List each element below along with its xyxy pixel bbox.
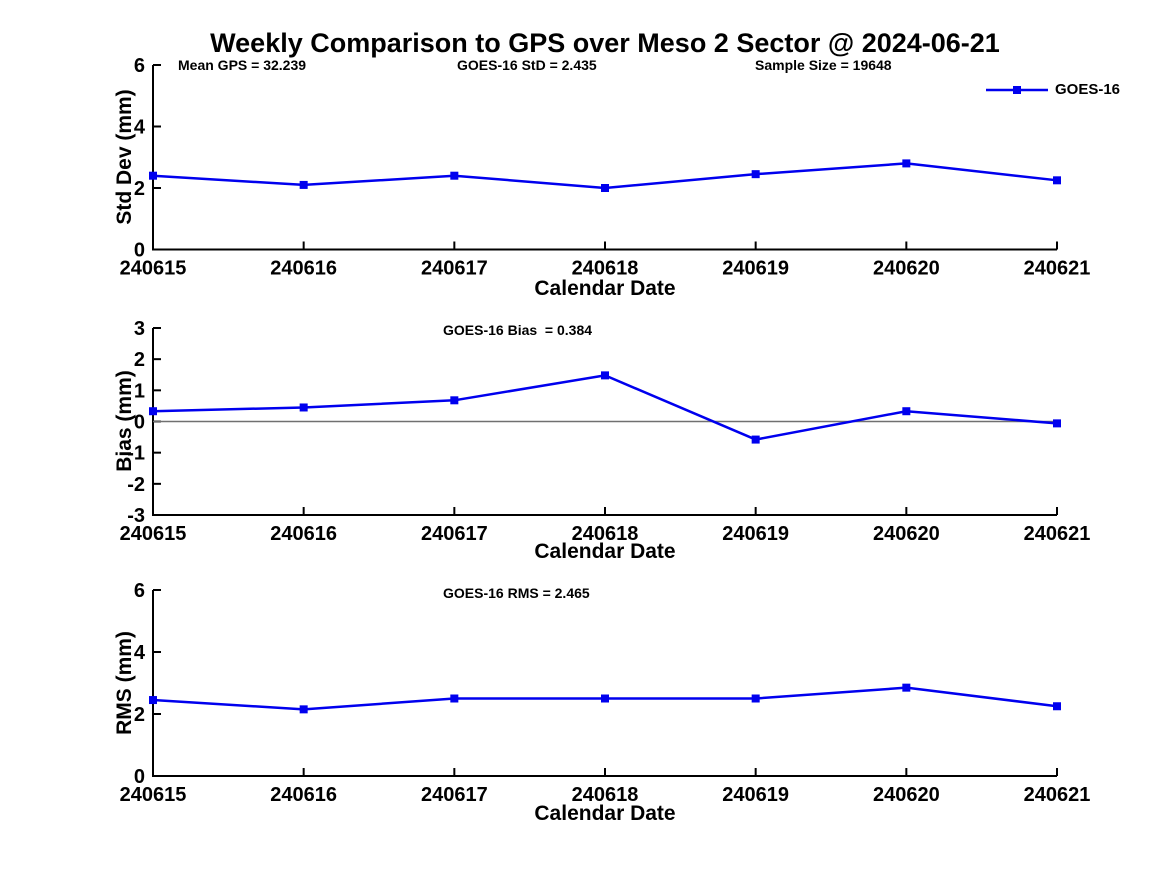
data-point-marker <box>1053 702 1061 711</box>
data-point-marker <box>751 170 760 179</box>
x-tick-label: 240616 <box>270 523 337 545</box>
subplot-3: 0 2 4 6 240615 240616 240617 240618 240619 240620… <box>120 580 1091 806</box>
data-point-marker <box>1053 176 1061 185</box>
annotation-mean-gps: Mean GPS = 32.239 <box>178 57 307 73</box>
x-tick-label: 240618 <box>572 523 639 545</box>
data-point-marker <box>1053 419 1061 428</box>
y-tick-label: 4 <box>134 642 146 664</box>
data-point-marker <box>450 694 459 703</box>
data-point-marker <box>299 403 308 412</box>
data-point-marker <box>601 184 609 192</box>
x-tick-label: 240616 <box>270 258 337 280</box>
annotation-goes16-std: GOES-16 StD = 2.435 <box>457 57 597 73</box>
data-point-marker <box>299 180 308 189</box>
data-point-marker <box>149 407 157 416</box>
xlabel-calendar-date-3: Calendar Date <box>534 802 676 825</box>
series-line <box>152 374 1058 441</box>
data-point-marker <box>751 435 760 444</box>
subplot-1: 0 2 4 6 240615 240616 240617 240618 240619 240620… <box>120 55 1091 280</box>
data-point-marker <box>751 694 760 703</box>
x-tick-label: 240620 <box>873 523 940 545</box>
x-tick-label: 240618 <box>572 784 639 806</box>
x-tick-label: 240615 <box>120 784 187 806</box>
x-tick-label: 240618 <box>572 258 639 280</box>
data-point-marker <box>450 396 459 405</box>
x-tick-label: 240621 <box>1024 258 1091 280</box>
x-tick-label: 240620 <box>873 258 940 280</box>
annotation-goes16-rms: GOES-16 RMS = 2.465 <box>443 585 590 601</box>
xlabel-calendar-date-1: Calendar Date <box>534 277 676 300</box>
y-tick-label: 3 <box>134 318 145 340</box>
xlabel-calendar-date-2: Calendar Date <box>534 540 676 563</box>
legend-line-marker-icon <box>986 85 1048 94</box>
ylabel-std-dev: Std Dev (mm) <box>113 89 136 225</box>
data-point-marker <box>299 705 308 714</box>
data-point-marker <box>902 159 911 168</box>
x-tick-label: 240617 <box>421 523 488 545</box>
annotation-sample-size: Sample Size = 19648 <box>755 57 892 73</box>
x-tick-label: 240621 <box>1024 523 1091 545</box>
y-tick-label: -1 <box>127 443 145 465</box>
y-tick-label: 0 <box>134 412 145 434</box>
data-point-marker <box>601 371 609 380</box>
x-tick-label: 240619 <box>722 784 789 806</box>
y-tick-label: -2 <box>127 474 145 496</box>
y-tick-label: 4 <box>134 117 146 139</box>
data-point-marker <box>601 694 609 703</box>
data-point-marker <box>149 171 157 180</box>
y-tick-label: 1 <box>134 380 145 402</box>
x-tick-label: 240616 <box>270 784 337 806</box>
y-tick-label: 0 <box>134 240 145 262</box>
x-tick-label: 240621 <box>1024 784 1091 806</box>
annotation-goes16-bias: GOES-16 Bias = 0.384 <box>443 322 593 338</box>
y-tick-label: 0 <box>134 766 145 788</box>
y-tick-label: -3 <box>127 505 145 527</box>
y-tick-label: 6 <box>134 580 145 602</box>
y-tick-label: 6 <box>134 55 145 77</box>
x-tick-label: 240619 <box>722 523 789 545</box>
axis-lines <box>152 65 1057 251</box>
y-tick-label: 2 <box>134 704 145 726</box>
legend: GOES-16 <box>985 81 1120 98</box>
x-tick-label: 240617 <box>421 784 488 806</box>
x-tick-label: 240620 <box>873 784 940 806</box>
subplot-2: -3 -2 -1 0 1 2 3 240615 240616 240617 240618 240619… <box>120 318 1091 545</box>
x-tick-label: 240619 <box>722 258 789 280</box>
data-point-marker <box>902 683 911 692</box>
axis-lines <box>152 590 1057 777</box>
y-tick-label: 2 <box>134 349 145 371</box>
page-title: Weekly Comparison to GPS over Meso 2 Sec… <box>210 28 1000 58</box>
ylabel-bias: Bias (mm) <box>113 370 136 472</box>
ylabel-rms: RMS (mm) <box>113 631 136 735</box>
y-tick-label: 2 <box>134 178 145 200</box>
data-point-marker <box>450 171 459 180</box>
x-tick-label: 240615 <box>120 258 187 280</box>
x-tick-label: 240615 <box>120 523 187 545</box>
legend-label: GOES-16 <box>1055 81 1121 98</box>
x-tick-label: 240617 <box>421 258 488 280</box>
data-point-marker <box>149 696 157 705</box>
data-point-marker <box>902 407 911 416</box>
